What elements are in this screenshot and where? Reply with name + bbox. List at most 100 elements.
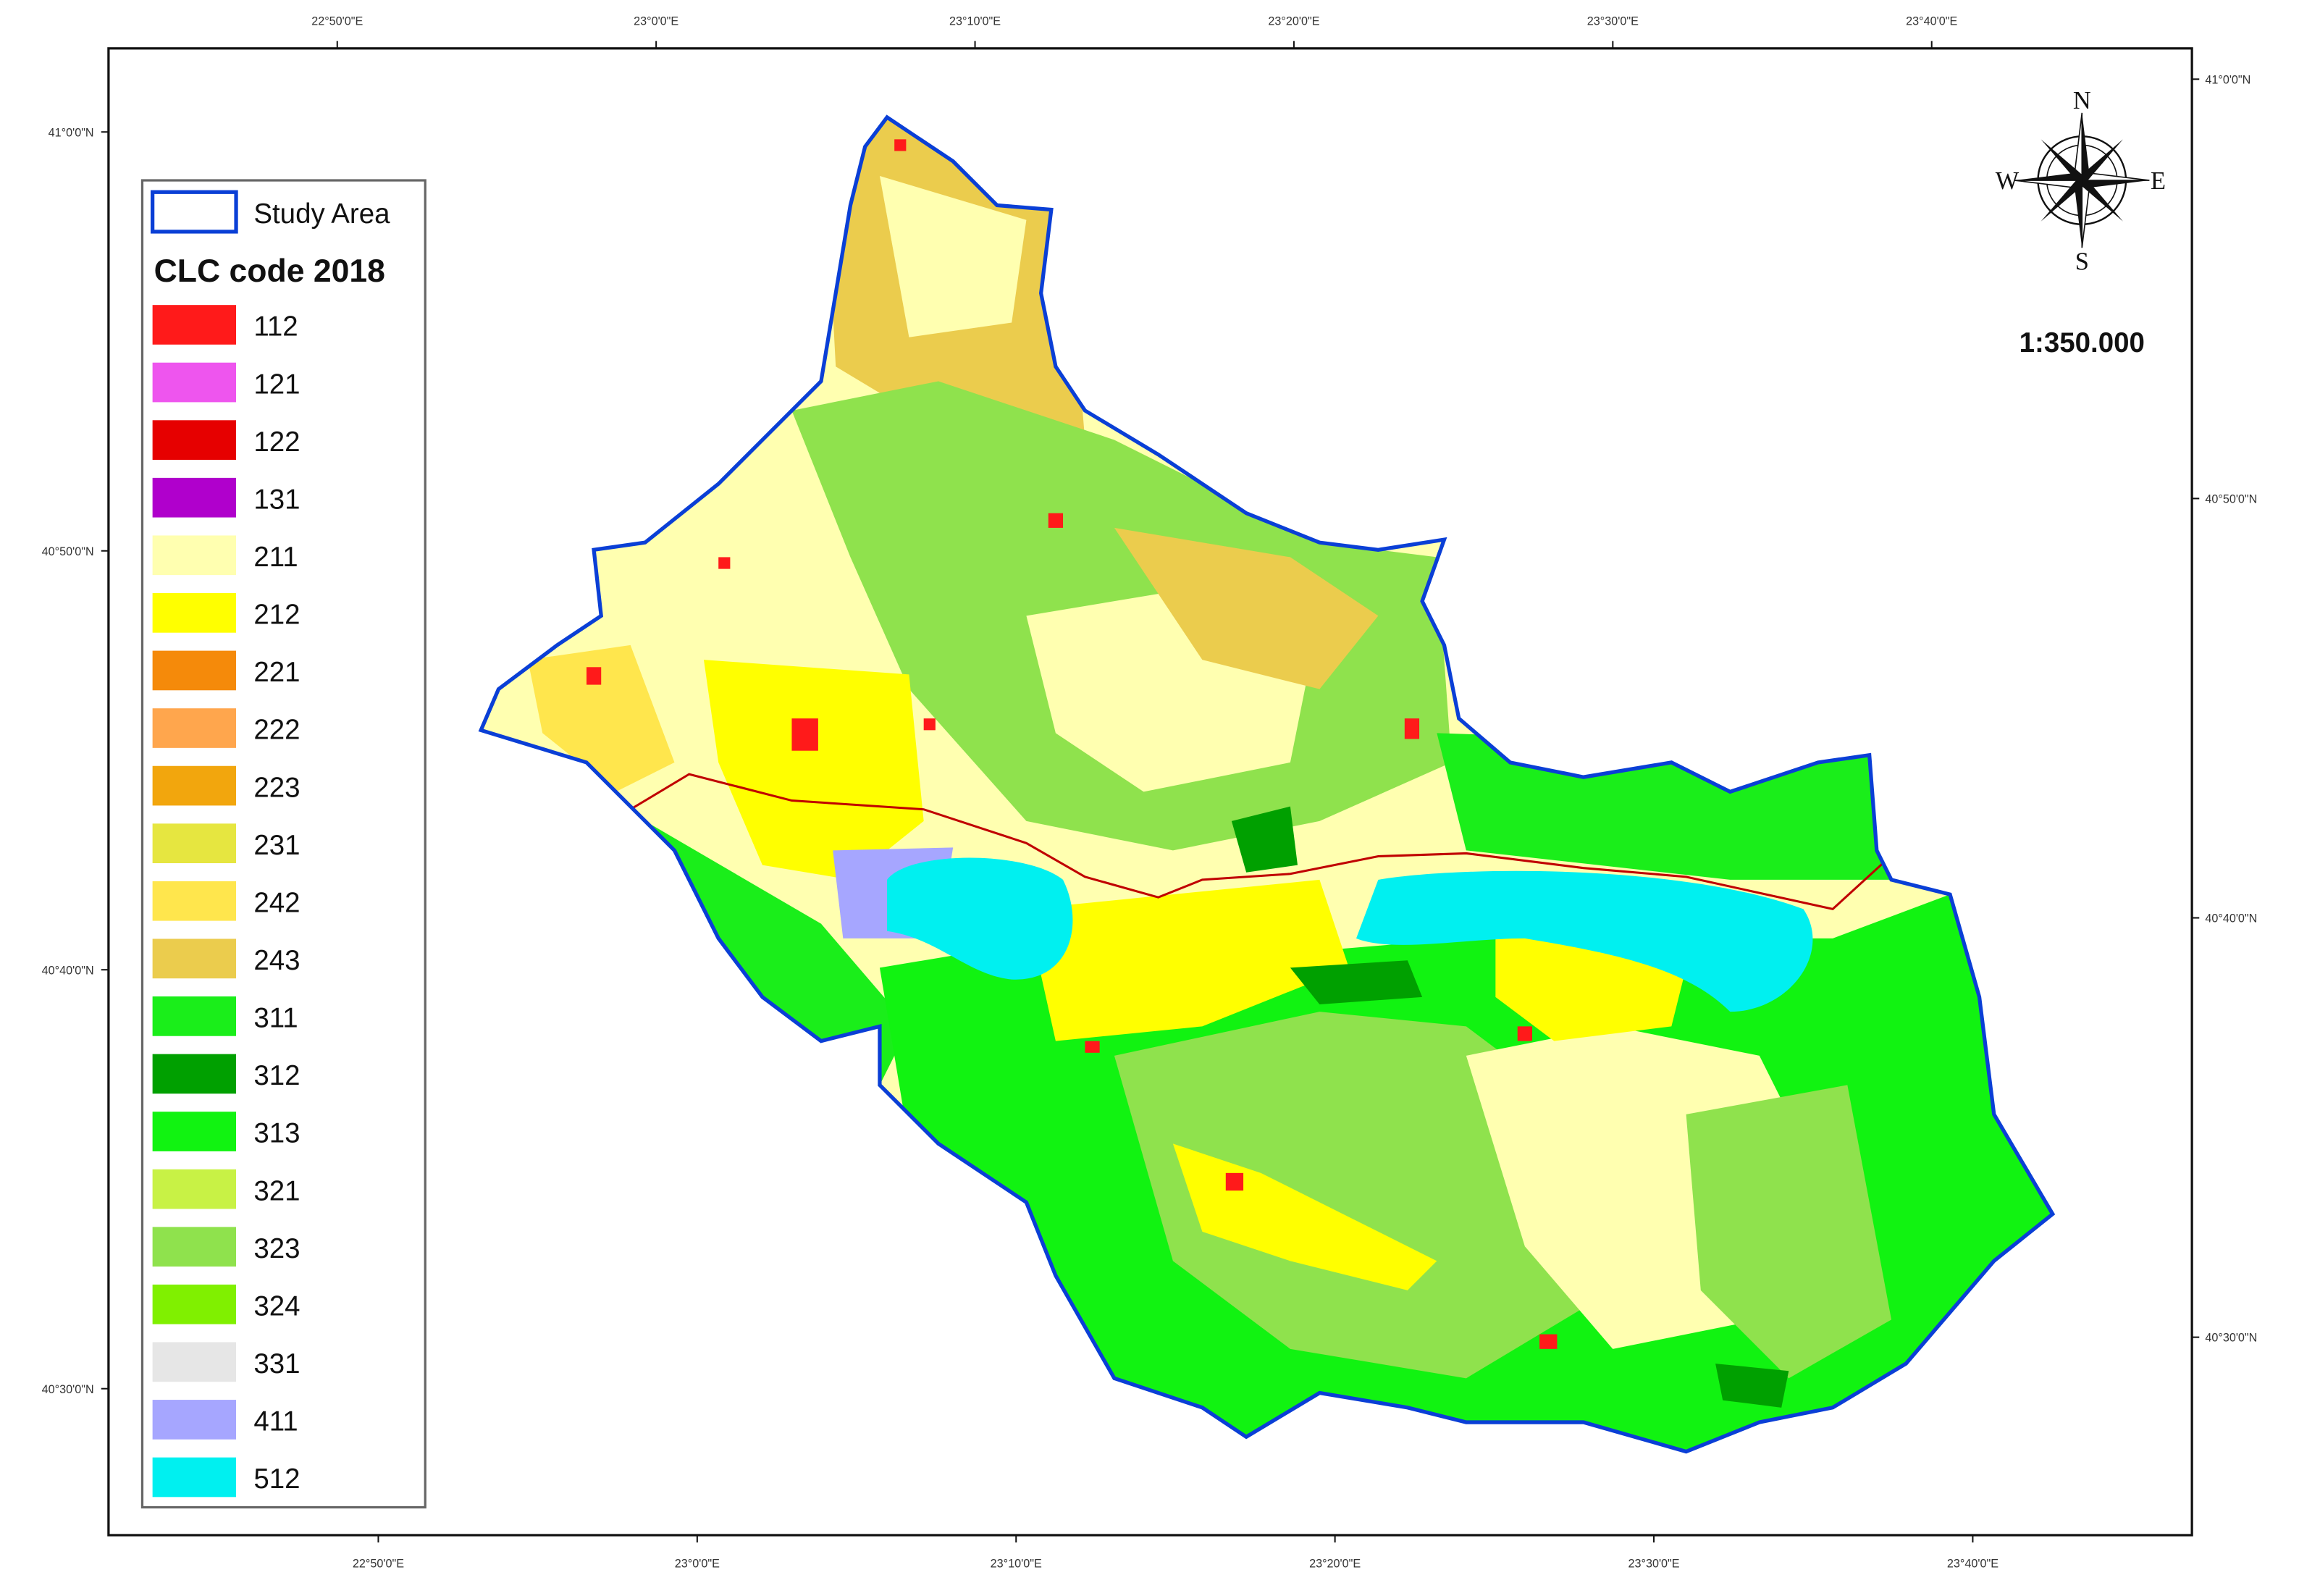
longitude-label: 23°0'0"E [634, 14, 678, 28]
land-patch [1231, 806, 1298, 873]
legend-label: 313 [253, 1118, 300, 1149]
compass-point [2082, 180, 2123, 222]
latitude-label: 40°50'0"N [42, 545, 94, 558]
legend-swatch [152, 535, 237, 576]
settlement [791, 718, 818, 751]
legend-swatch [152, 420, 237, 460]
legend-label: 231 [253, 830, 300, 861]
longitude-label: 23°10'0"E [949, 14, 1001, 28]
legend-label: 212 [253, 600, 300, 631]
legend-label: 221 [253, 657, 300, 688]
legend-swatch [152, 708, 237, 748]
legend-swatch [152, 1457, 237, 1498]
compass-point [2082, 180, 2150, 188]
land-patch [1290, 960, 1423, 1004]
settlement [923, 718, 936, 731]
longitude-label: 23°40'0"E [1947, 1558, 1999, 1571]
compass-point [2014, 172, 2082, 181]
legend-label: 311 [253, 1003, 298, 1034]
land-patch [1026, 879, 1349, 1041]
legend-swatch [152, 362, 237, 403]
land-patch [1686, 1085, 1892, 1379]
legend-swatch [152, 305, 237, 345]
legend-label: 121 [253, 369, 300, 400]
legend-label: 312 [253, 1060, 300, 1091]
legend-label: 331 [253, 1348, 300, 1379]
longitude-label: 23°30'0"E [1628, 1558, 1679, 1571]
compass-north: N [2073, 87, 2091, 114]
legend-label: 222 [253, 715, 300, 746]
legend-swatch [152, 938, 237, 979]
longitude-label: 23°10'0"E [991, 1558, 1042, 1571]
settlement [1517, 1026, 1532, 1041]
settlement [1404, 718, 1420, 739]
legend-swatch [152, 1284, 237, 1324]
legend-swatch [152, 1112, 237, 1151]
legend-swatch [152, 477, 237, 518]
legend-swatch [152, 593, 237, 633]
compass-point [2040, 180, 2082, 222]
land-patch [1715, 1364, 1789, 1408]
longitude-label: 23°40'0"E [1906, 14, 1957, 28]
compass-point [2082, 139, 2123, 181]
legend-label: 242 [253, 887, 300, 918]
land-patch [703, 660, 924, 880]
settlement [894, 139, 907, 151]
legend-label: 321 [253, 1175, 300, 1206]
graticule-labels: 22°50'0"E 23°0'0"E 23°10'0"E 23°20'0"E 23°30… [42, 14, 2258, 1570]
legend-swatch [152, 650, 237, 691]
legend-label: 411 [253, 1406, 298, 1437]
longitude-label: 22°50'0"E [353, 1558, 404, 1571]
legend-label: 112 [253, 311, 298, 343]
legend-swatch [152, 1400, 237, 1440]
map-frame [107, 47, 2193, 1537]
legend-swatch [152, 1227, 237, 1267]
legend-swatch [152, 765, 237, 806]
latitude-label: 40°30'0"N [42, 1383, 94, 1396]
legend-swatch [152, 996, 237, 1036]
legend-swatch [152, 1054, 237, 1094]
legend-label: 323 [253, 1233, 300, 1264]
legend-title: CLC code 2018 [154, 253, 385, 289]
compass-west: W [1996, 167, 2019, 195]
latitude-label: 40°30'0"N [2205, 1332, 2257, 1345]
longitude-label: 23°20'0"E [1268, 14, 1319, 28]
legend-label: 131 [253, 484, 300, 515]
longitude-label: 22°50'0"E [311, 14, 363, 28]
settlement [1048, 513, 1064, 528]
study-area-swatch [151, 190, 238, 234]
legend-label: 122 [253, 427, 300, 458]
land-patch [527, 644, 675, 792]
settlement [586, 667, 602, 685]
latitude-label: 41°0'0"N [49, 126, 94, 139]
compass-south: S [2075, 248, 2089, 276]
legend-label: 211 [253, 542, 298, 573]
compass-point [2082, 112, 2090, 181]
latitude-label: 40°40'0"N [2205, 912, 2257, 925]
legend-swatch [152, 1342, 237, 1382]
legend-label: Study Area [253, 198, 390, 230]
latitude-label: 40°40'0"N [42, 964, 94, 977]
lake [1356, 870, 1813, 1012]
road [629, 773, 1885, 911]
compass-point [2040, 139, 2082, 181]
legend-label: 512 [253, 1463, 300, 1495]
compass-east: E [2151, 167, 2166, 195]
legend-label: 223 [253, 772, 300, 803]
settlements [586, 139, 1558, 1349]
north-arrow: N W E S [1996, 87, 2166, 276]
settlement [1539, 1334, 1558, 1349]
legend-swatch [152, 1169, 237, 1209]
longitude-label: 23°20'0"E [1309, 1558, 1361, 1571]
land-patch [879, 175, 1027, 337]
latitude-label: 40°50'0"N [2205, 493, 2257, 506]
legend-swatch [152, 881, 237, 921]
longitude-label: 23°30'0"E [1587, 14, 1639, 28]
settlement [1225, 1172, 1244, 1191]
settlement [1085, 1041, 1100, 1053]
land-patch [644, 820, 909, 1085]
scale: 1:350.000 [2019, 327, 2145, 358]
legend-items: 112 121 122 131 211 212 221 222 223 231 242 243 311 3… [152, 305, 300, 1498]
